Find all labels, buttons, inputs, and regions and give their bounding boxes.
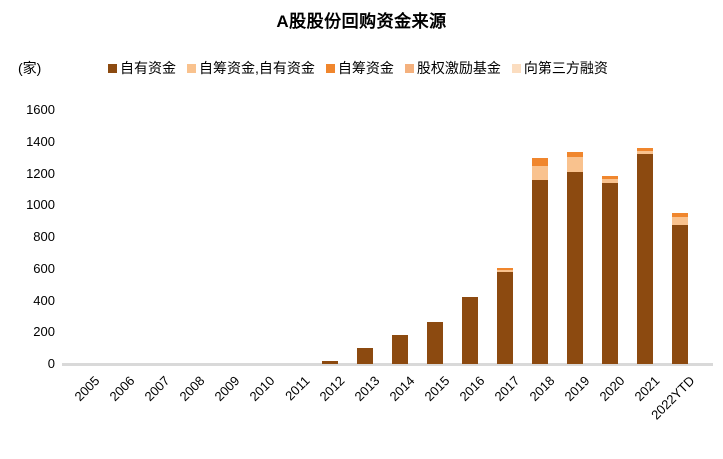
legend-label: 自有资金 (120, 60, 176, 76)
x-tick-label: 2012 (316, 373, 348, 405)
bar-2012 (321, 360, 338, 364)
x-tick-label: 2019 (561, 373, 593, 405)
bar-2020 (602, 175, 619, 364)
bar-2019 (567, 152, 584, 364)
legend-swatch-icon (108, 63, 117, 73)
legend-swatch-icon (325, 63, 335, 73)
bar-segment (532, 165, 549, 180)
x-tick-label: 2017 (491, 373, 523, 405)
legend-swatch-icon (511, 63, 521, 73)
y-tick-label: 400 (33, 292, 55, 308)
legend-label: 向第三方融资 (523, 60, 608, 76)
x-tick-label: 2010 (246, 373, 278, 405)
bar-segment (356, 348, 373, 364)
bar-segment (532, 158, 549, 166)
y-tick-label: 1200 (26, 165, 55, 181)
bar-segment (497, 267, 514, 270)
x-tick-label: 2016 (456, 373, 488, 405)
bar-segment (672, 217, 689, 226)
x-tick-label: 2018 (526, 373, 558, 405)
bar-segment (567, 152, 584, 157)
bar-2018 (532, 158, 549, 364)
legend-item-4: 向第三方融资 (511, 58, 608, 78)
bar-2016 (462, 296, 479, 364)
legend-swatch-icon (404, 63, 414, 73)
y-tick-label: 1600 (26, 102, 55, 117)
x-tick-label: 2008 (176, 373, 208, 405)
bar-segment (672, 225, 689, 364)
y-tick-label: 200 (33, 324, 55, 340)
y-tick-label: 1400 (26, 133, 55, 149)
bar-segment (637, 151, 654, 155)
x-tick-label: 2005 (71, 373, 103, 405)
x-axis-line (62, 363, 713, 366)
bar-2022YTD (672, 213, 689, 364)
legend-item-3: 股权激励基金 (404, 58, 501, 78)
bar-segment (637, 148, 654, 152)
legend-label: 股权激励基金 (416, 60, 501, 76)
bar-segment (672, 213, 689, 218)
x-tick-label: 2009 (211, 373, 243, 405)
x-tick-label: 2020 (596, 373, 628, 405)
bar-segment (567, 156, 584, 172)
legend-label: 自筹资金 (337, 60, 394, 76)
bar-segment (391, 334, 408, 364)
bar-segment (602, 175, 619, 180)
legend-label: 自筹资金,自有资金 (199, 60, 315, 76)
bar-segment (497, 269, 514, 272)
x-tick-label: 2021 (631, 373, 663, 405)
chart-title: A股股份回购资金来源 (276, 12, 447, 31)
bar-2021 (637, 148, 654, 364)
x-tick-label: 2013 (351, 373, 383, 405)
y-tick-label: 1000 (26, 197, 55, 213)
y-axis-unit-label: (家) (18, 60, 42, 76)
x-tick-label: 2011 (282, 373, 313, 404)
x-tick-label: 2007 (141, 373, 173, 405)
bar-segment (602, 179, 619, 184)
bar-2015 (427, 321, 444, 364)
x-tick-label: 2014 (386, 373, 418, 405)
x-tick-label: 2006 (106, 373, 138, 405)
y-tick-label: 0 (47, 356, 55, 371)
legend-swatch-icon (187, 63, 196, 73)
legend-item-1: 自筹资金,自有资金 (187, 58, 315, 78)
bar-segment (427, 321, 444, 364)
legend-item-0: 自有资金 (108, 58, 176, 78)
x-tick-label: 2015 (421, 373, 453, 405)
bar-segment (532, 179, 549, 364)
bar-segment (497, 271, 514, 364)
bar-segment (321, 360, 338, 364)
bar-segment (462, 296, 479, 364)
legend-item-2: 自筹资金 (325, 58, 394, 78)
y-tick-label: 600 (33, 260, 55, 276)
bar-2013 (356, 348, 373, 364)
legend: 自有资金 自筹资金,自有资金 自筹资金 股权激励基金 向第三方融资 (108, 58, 608, 78)
y-tick-label: 800 (33, 229, 55, 244)
bar-segment (637, 154, 654, 364)
bar-segment (602, 183, 619, 364)
bar-2014 (391, 334, 408, 364)
bar-2017 (497, 267, 514, 364)
bar-segment (567, 171, 584, 364)
